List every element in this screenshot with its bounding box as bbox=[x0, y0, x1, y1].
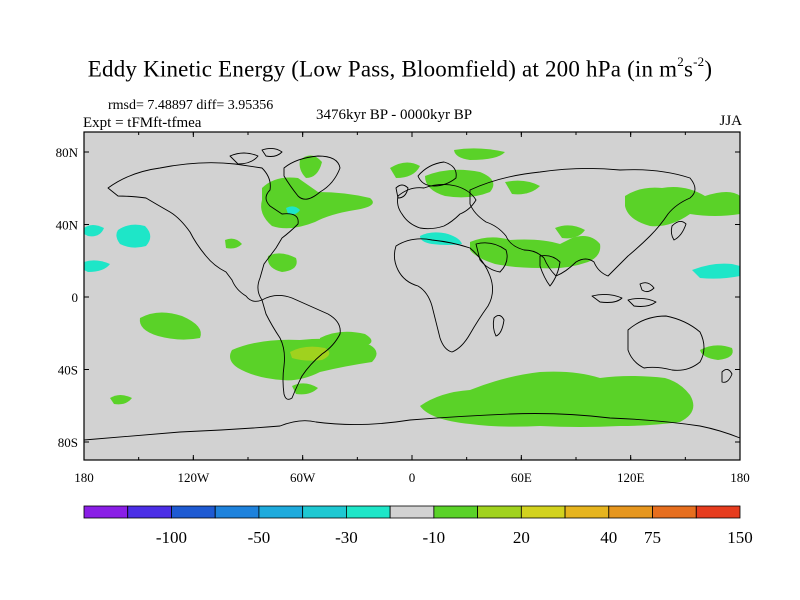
coast-north-america bbox=[107, 162, 299, 302]
chart-title: Eddy Kinetic Energy (Low Pass, Bloomfiel… bbox=[87, 54, 713, 82]
lat-tick-label: 40N bbox=[56, 218, 79, 233]
colorbar-swatch bbox=[214, 505, 260, 519]
lat-tick-label: 0 bbox=[72, 290, 79, 305]
colorbar-swatch bbox=[171, 505, 216, 519]
colorbar-swatch bbox=[433, 505, 479, 519]
anomaly-patch-atlantic-north bbox=[286, 206, 300, 215]
lon-tick-label: 120E bbox=[617, 470, 645, 485]
colorbar-swatch bbox=[258, 505, 304, 519]
colorbar-swatch bbox=[127, 505, 172, 519]
colorbar-swatch bbox=[302, 505, 347, 519]
colorbar-swatch bbox=[652, 505, 697, 519]
anomaly-patch-east-pacific bbox=[139, 312, 201, 340]
coast-africa bbox=[393, 238, 493, 353]
coast-uk bbox=[395, 184, 409, 199]
colorbar-label: 40 bbox=[600, 528, 617, 547]
latitude-axis: 80N 40N 0 40S 80S bbox=[56, 145, 740, 450]
lon-tick-label: 0 bbox=[409, 470, 416, 485]
anomaly-patch-hudson bbox=[272, 188, 292, 202]
colorbar-swatch bbox=[83, 505, 129, 519]
anomaly-patch-south-atlantic bbox=[320, 331, 372, 346]
lon-tick-label: 180 bbox=[74, 470, 94, 485]
anomaly-patch-north-atlantic bbox=[261, 177, 373, 229]
longitude-axis: 180 120W 60W 0 60E 120E 180 bbox=[74, 132, 750, 485]
colorbar-swatch bbox=[608, 505, 653, 519]
period-label: 3476kyr BP - 0000kyr BP bbox=[316, 107, 473, 123]
colorbar-label: 20 bbox=[513, 528, 530, 547]
experiment-label: Expt = tFMft-tfmea bbox=[83, 115, 202, 131]
anomaly-patch-eurasia-north bbox=[425, 169, 494, 198]
colorbar-label: -10 bbox=[423, 528, 446, 547]
lon-tick-label: 180 bbox=[730, 470, 750, 485]
anomaly-patch-north-pacific bbox=[625, 187, 740, 227]
anomaly-patch-siberia bbox=[505, 180, 540, 195]
colorbar-swatch bbox=[345, 505, 391, 519]
coast-arabia bbox=[475, 242, 508, 273]
lat-tick-label: 80N bbox=[56, 145, 79, 160]
coast-madagascar bbox=[492, 315, 505, 337]
lat-tick-label: 40S bbox=[58, 363, 78, 378]
coast-australia bbox=[627, 315, 705, 371]
coast-japan bbox=[670, 221, 687, 241]
colorbar: -100 -50 -30 -10 20 40 75 150 bbox=[83, 505, 753, 547]
anomaly-patch-greenland-north bbox=[299, 155, 322, 178]
anomaly-patch-arctic-2 bbox=[390, 162, 420, 178]
anomaly-patch-drake bbox=[292, 383, 318, 395]
colorbar-swatch bbox=[564, 505, 610, 519]
coast-south-america bbox=[261, 295, 341, 400]
anomaly-patch-southern-ocean-main bbox=[420, 371, 694, 427]
lon-tick-label: 60W bbox=[290, 470, 316, 485]
negative-anomaly-regions bbox=[84, 206, 740, 279]
colorbar-swatch bbox=[520, 505, 566, 519]
colorbar-label: -50 bbox=[248, 528, 271, 547]
colorbar-label: -30 bbox=[335, 528, 358, 547]
coast-antarctica bbox=[83, 413, 741, 441]
colorbar-label: 150 bbox=[727, 528, 753, 547]
coast-arctic-islands bbox=[229, 147, 283, 165]
anomaly-patch-arctic-1 bbox=[454, 148, 505, 160]
statistics-label: rmsd= 7.48897 diff= 3.95356 bbox=[108, 98, 274, 113]
lat-tick-label: 80S bbox=[58, 435, 78, 450]
coast-scandinavia bbox=[417, 161, 457, 187]
coast-europe bbox=[397, 183, 477, 230]
anomaly-patch-west-pacific bbox=[692, 263, 740, 279]
lon-tick-label: 120W bbox=[177, 470, 210, 485]
coast-india bbox=[539, 255, 561, 287]
anomaly-patch-pacific-north-2 bbox=[116, 224, 151, 248]
coast-greenland bbox=[283, 155, 341, 200]
anomaly-patch-australia-east bbox=[700, 345, 733, 360]
anomaly-patch-north-america-2 bbox=[225, 238, 242, 249]
colorbar-label: -100 bbox=[156, 528, 187, 547]
anomaly-patch-pacific-north-1 bbox=[84, 225, 104, 237]
lon-tick-label: 60E bbox=[511, 470, 532, 485]
coast-new-zealand bbox=[721, 369, 733, 383]
colorbar-swatch bbox=[389, 505, 435, 519]
season-label: JJA bbox=[719, 113, 742, 129]
anomaly-patch-west-asia bbox=[555, 225, 585, 239]
anomaly-patch-pacific-north-3 bbox=[84, 260, 110, 272]
anomaly-patch-north-america-1 bbox=[267, 253, 297, 272]
anomaly-patch-mediterranean bbox=[420, 232, 462, 245]
anomaly-patch-strong-south-america bbox=[290, 346, 330, 361]
coast-asia bbox=[469, 167, 696, 277]
coast-indonesia bbox=[591, 282, 657, 307]
coastlines bbox=[83, 147, 741, 441]
colorbar-swatch bbox=[477, 505, 522, 519]
anomaly-patch-southern-ocean-west bbox=[110, 395, 132, 405]
colorbar-label: 75 bbox=[644, 528, 661, 547]
colorbar-swatch bbox=[695, 505, 741, 519]
